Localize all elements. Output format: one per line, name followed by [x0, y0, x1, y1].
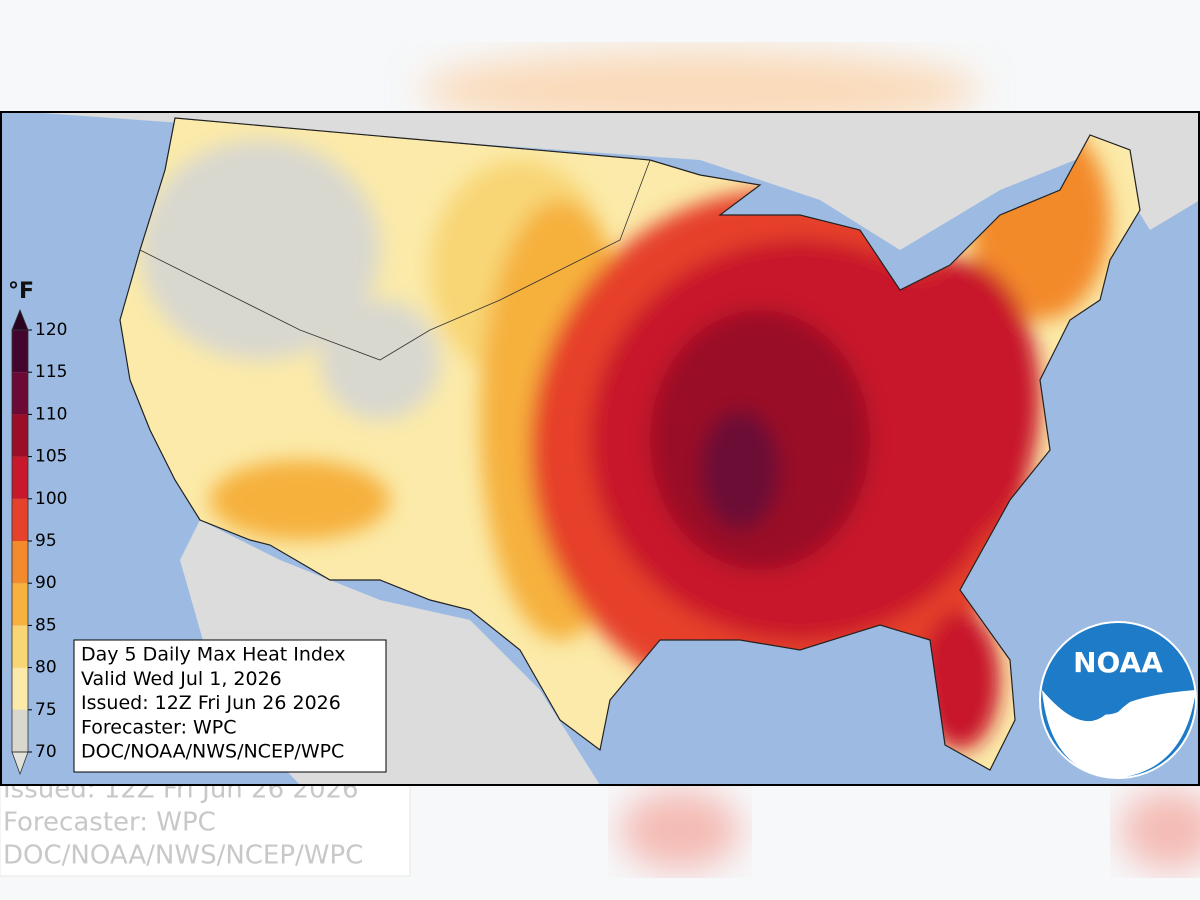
logo-text: NOAA: [1073, 646, 1163, 679]
legend-unit: °F: [8, 279, 34, 304]
legend-band: [12, 625, 28, 668]
info-line: Issued: 12Z Fri Jun 26 2026: [81, 692, 341, 714]
legend-band: [12, 330, 28, 373]
legend-tick-label: 120: [35, 320, 67, 340]
info-line: Forecaster: WPC: [81, 716, 237, 738]
legend-tick-label: 115: [35, 362, 67, 382]
legend-tick-label: 100: [35, 489, 67, 509]
map-frame: [0, 111, 1200, 786]
legend-tick-label: 70: [35, 742, 57, 762]
info-line: Day 5 Daily Max Heat Index: [81, 644, 346, 666]
legend-band: [12, 372, 28, 415]
legend-band: [12, 498, 28, 541]
background-line: Forecaster: WPC: [3, 808, 216, 838]
legend-band: [12, 414, 28, 457]
legend-band: [12, 541, 28, 584]
legend-band: [12, 667, 28, 710]
legend-tick-label: 95: [35, 531, 57, 551]
legend-band: [12, 456, 28, 499]
legend-tick-label: 105: [35, 447, 67, 467]
info-box: [73, 639, 387, 773]
info-line: DOC/NOAA/NWS/NCEP/WPC: [81, 741, 344, 763]
info-line: Valid Wed Jul 1, 2026: [81, 668, 282, 690]
background-line: DOC/NOAA/NWS/NCEP/WPC: [3, 841, 363, 871]
legend-tick-label: 80: [35, 658, 57, 678]
legend-tick-label: 85: [35, 615, 57, 635]
legend-band: [12, 583, 28, 626]
noaa-logo: NOAA: [1039, 621, 1197, 779]
legend-tick-label: 110: [35, 404, 67, 424]
legend-tick-label: 90: [35, 573, 57, 593]
legend-tick-label: 75: [35, 700, 57, 720]
legend: 70 75 80 85 90 95 100 105 110 115 120: [11, 308, 67, 776]
legend-band: [12, 709, 28, 752]
